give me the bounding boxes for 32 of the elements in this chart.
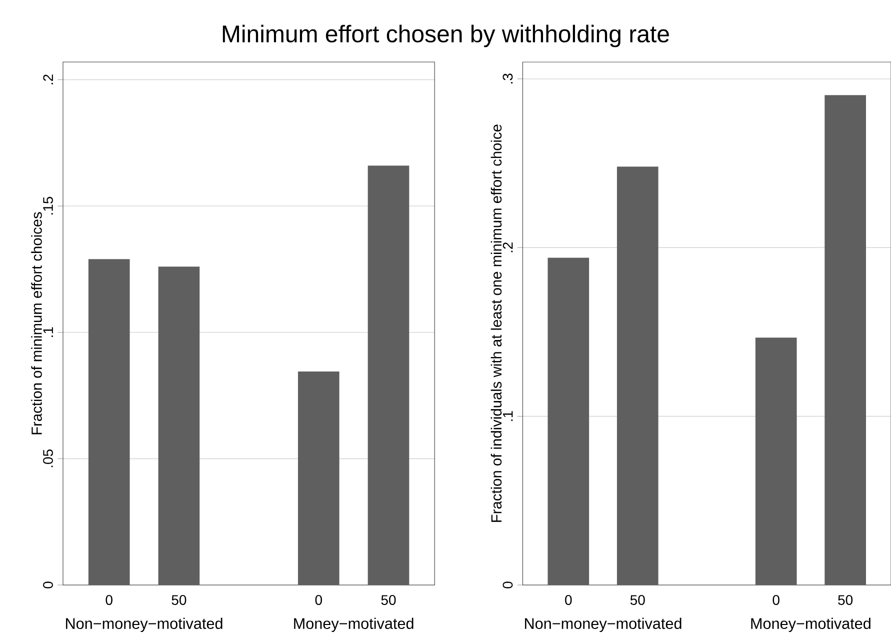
bar: [88, 259, 130, 585]
bar: [368, 166, 410, 585]
y-tick-label: .2: [502, 242, 513, 252]
y-axis-title: Fraction of minimum effort choices: [31, 212, 42, 434]
text: Money−motivated: [294, 618, 414, 632]
x-tick-label: 0: [106, 595, 112, 605]
x-tick-label: 50: [381, 595, 396, 605]
bar: [616, 166, 658, 585]
x-tick-label: 0: [315, 595, 322, 605]
x-tick-label: 50: [172, 595, 186, 605]
x-tick-label: 50: [630, 595, 645, 605]
bar: [755, 338, 797, 585]
y-tick-label: 0: [502, 582, 513, 588]
bar: [548, 258, 590, 585]
bar: [824, 95, 866, 585]
y-tick-label: .1: [503, 411, 513, 421]
x-tick-label: 0: [565, 595, 572, 605]
y-tick-label: .3: [502, 74, 513, 84]
bar: [298, 372, 340, 585]
text: Money−motivated: [751, 618, 870, 632]
bar: [158, 266, 200, 585]
y-tick-label: 0: [43, 582, 53, 588]
y-tick-label: .1: [43, 327, 53, 337]
x-tick-label: 0: [772, 595, 780, 605]
text: Non−money−motivated: [66, 618, 222, 632]
y-tick-label: .2: [43, 74, 53, 84]
x-tick-label: 50: [838, 595, 853, 605]
chart-title: Minimum effort chosen by withholding rate: [222, 24, 669, 48]
y-tick-label: .05: [43, 450, 53, 468]
y-tick-label: .15: [43, 196, 53, 214]
y-axis-title: Fraction of individuals with at least one minimum effort choice: [490, 124, 502, 522]
text: Non−money−motivated: [525, 618, 682, 632]
